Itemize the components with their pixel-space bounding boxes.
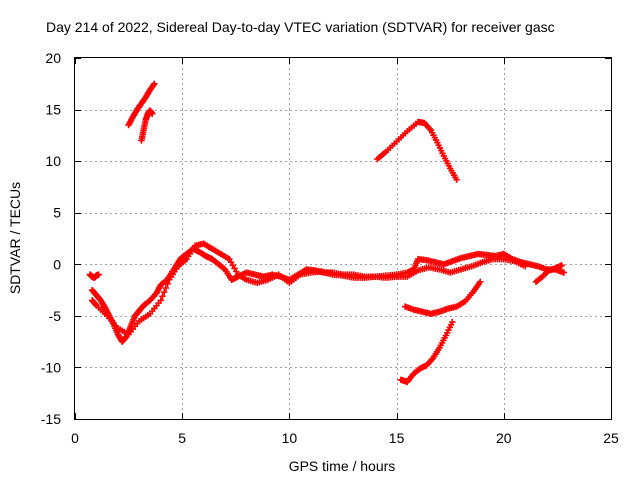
series-arc-2	[88, 240, 529, 338]
data-point-interp	[159, 293, 166, 300]
y-tick-label: -15	[41, 411, 61, 427]
x-tick-labels: 0 5 10 15 20 25	[71, 430, 619, 446]
x-tick-label: 0	[71, 430, 79, 446]
y-tick-label: 0	[53, 256, 61, 272]
axis-ticks	[75, 58, 612, 420]
series-arc-6	[374, 118, 460, 183]
data-point	[558, 262, 565, 269]
y-tick-label: 10	[45, 153, 61, 169]
y-tick-labels: -15 -10 -5 0 5 10 15 20	[41, 50, 61, 427]
x-axis-label: GPS time / hours	[289, 458, 396, 474]
series-arc-5	[138, 107, 156, 144]
x-tick-label: 5	[178, 430, 186, 446]
series-arc-7	[401, 278, 484, 317]
data-point	[477, 278, 484, 286]
data-point-interp	[150, 81, 157, 89]
y-tick-label: -5	[49, 308, 62, 324]
data-point-interp	[160, 288, 168, 296]
data-point	[522, 263, 529, 270]
plot-frame	[74, 57, 612, 420]
series-arc-3	[86, 271, 102, 281]
x-tick-label: 20	[496, 430, 512, 446]
x-tick-label: 15	[389, 430, 405, 446]
data-point	[449, 318, 456, 326]
y-tick-label: -10	[41, 359, 61, 375]
data-point	[151, 80, 158, 87]
data-point	[148, 110, 156, 117]
data-point-interp	[162, 284, 170, 292]
data-point	[95, 271, 102, 278]
y-tick-label: 20	[45, 50, 61, 66]
data-points	[86, 80, 568, 386]
data-point-interp	[92, 301, 99, 308]
y-tick-label: 15	[45, 102, 61, 118]
y-tick-label: 5	[53, 205, 61, 221]
x-tick-label: 10	[282, 430, 298, 446]
series-arc-4	[125, 80, 158, 129]
data-point	[560, 269, 568, 276]
y-axis-label: SDTVAR / TECUs	[7, 182, 23, 294]
data-point-interp	[164, 280, 171, 288]
series-arc-9	[532, 262, 565, 286]
x-tick-label: 25	[603, 430, 619, 446]
chart-title: Day 214 of 2022, Sidereal Day-to-day VTE…	[46, 19, 555, 35]
data-point	[157, 297, 164, 304]
data-point	[453, 176, 460, 183]
series-arc-8	[397, 318, 456, 386]
